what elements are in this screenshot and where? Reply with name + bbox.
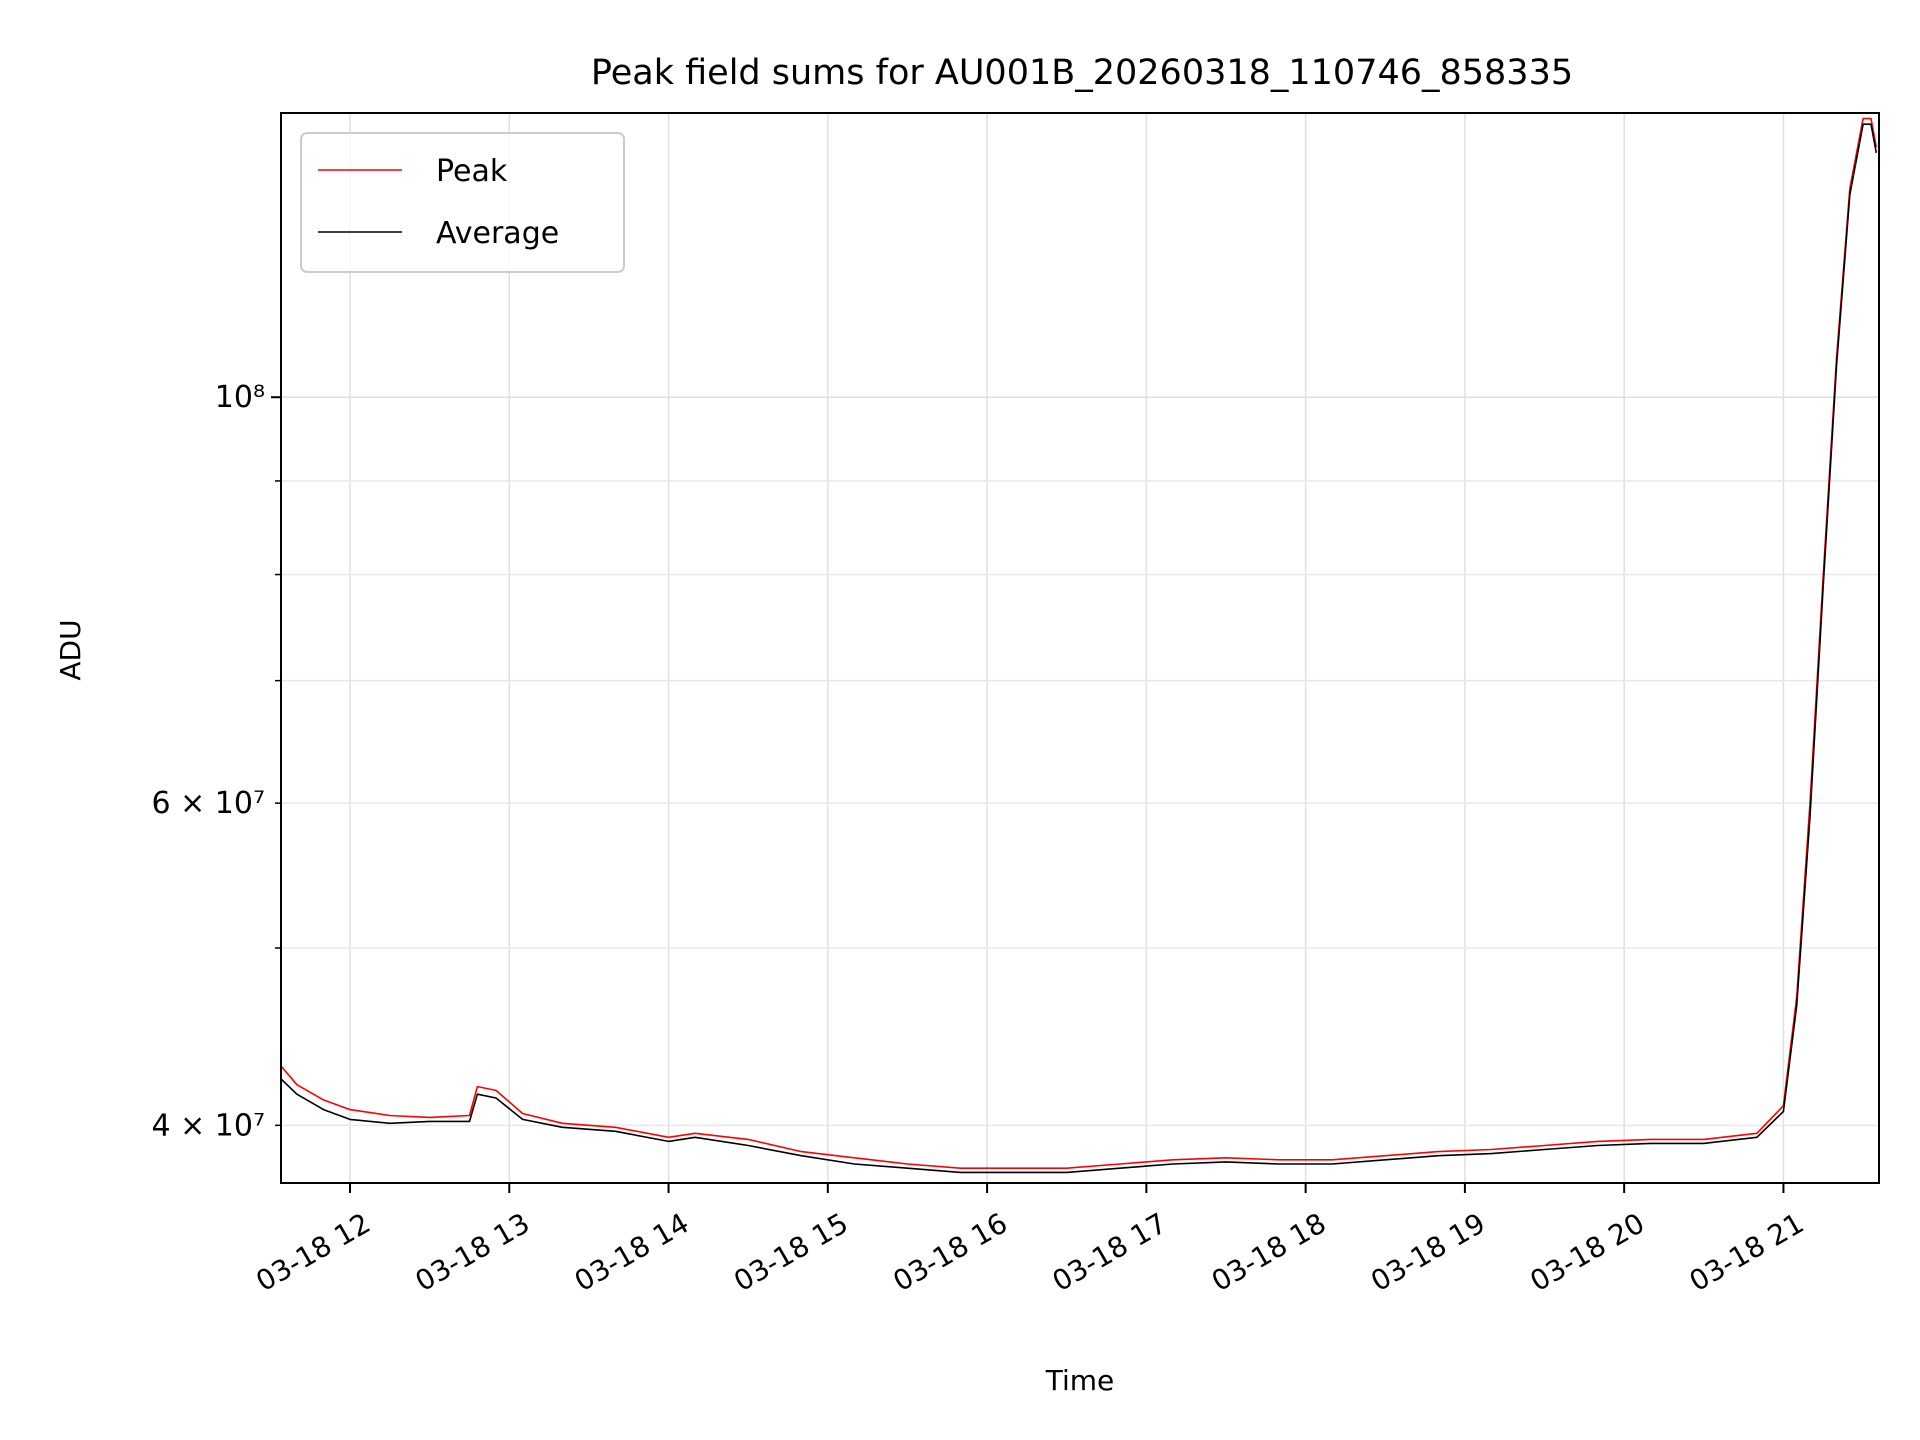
y-tick-label: 4 × 10⁷ <box>152 1108 266 1143</box>
average-series-line <box>281 123 1878 1174</box>
legend-peak-label: Peak <box>436 154 508 189</box>
legend-box <box>300 132 625 273</box>
legend-average-label: Average <box>436 216 559 251</box>
plot-area-frame <box>280 112 1880 1184</box>
series-layer <box>281 117 1878 1174</box>
chart-title: Peak field sums for AU001B_20260318_1107… <box>591 53 1573 93</box>
grid-lines <box>281 113 1879 1183</box>
legend: Peak Average <box>300 132 625 273</box>
y-tick-label: 6 × 10⁷ <box>152 786 266 821</box>
y-tick-label: 10⁸ <box>215 380 265 415</box>
x-axis-label: Time <box>1045 1364 1115 1397</box>
y-axis-label: ADU <box>54 619 87 680</box>
